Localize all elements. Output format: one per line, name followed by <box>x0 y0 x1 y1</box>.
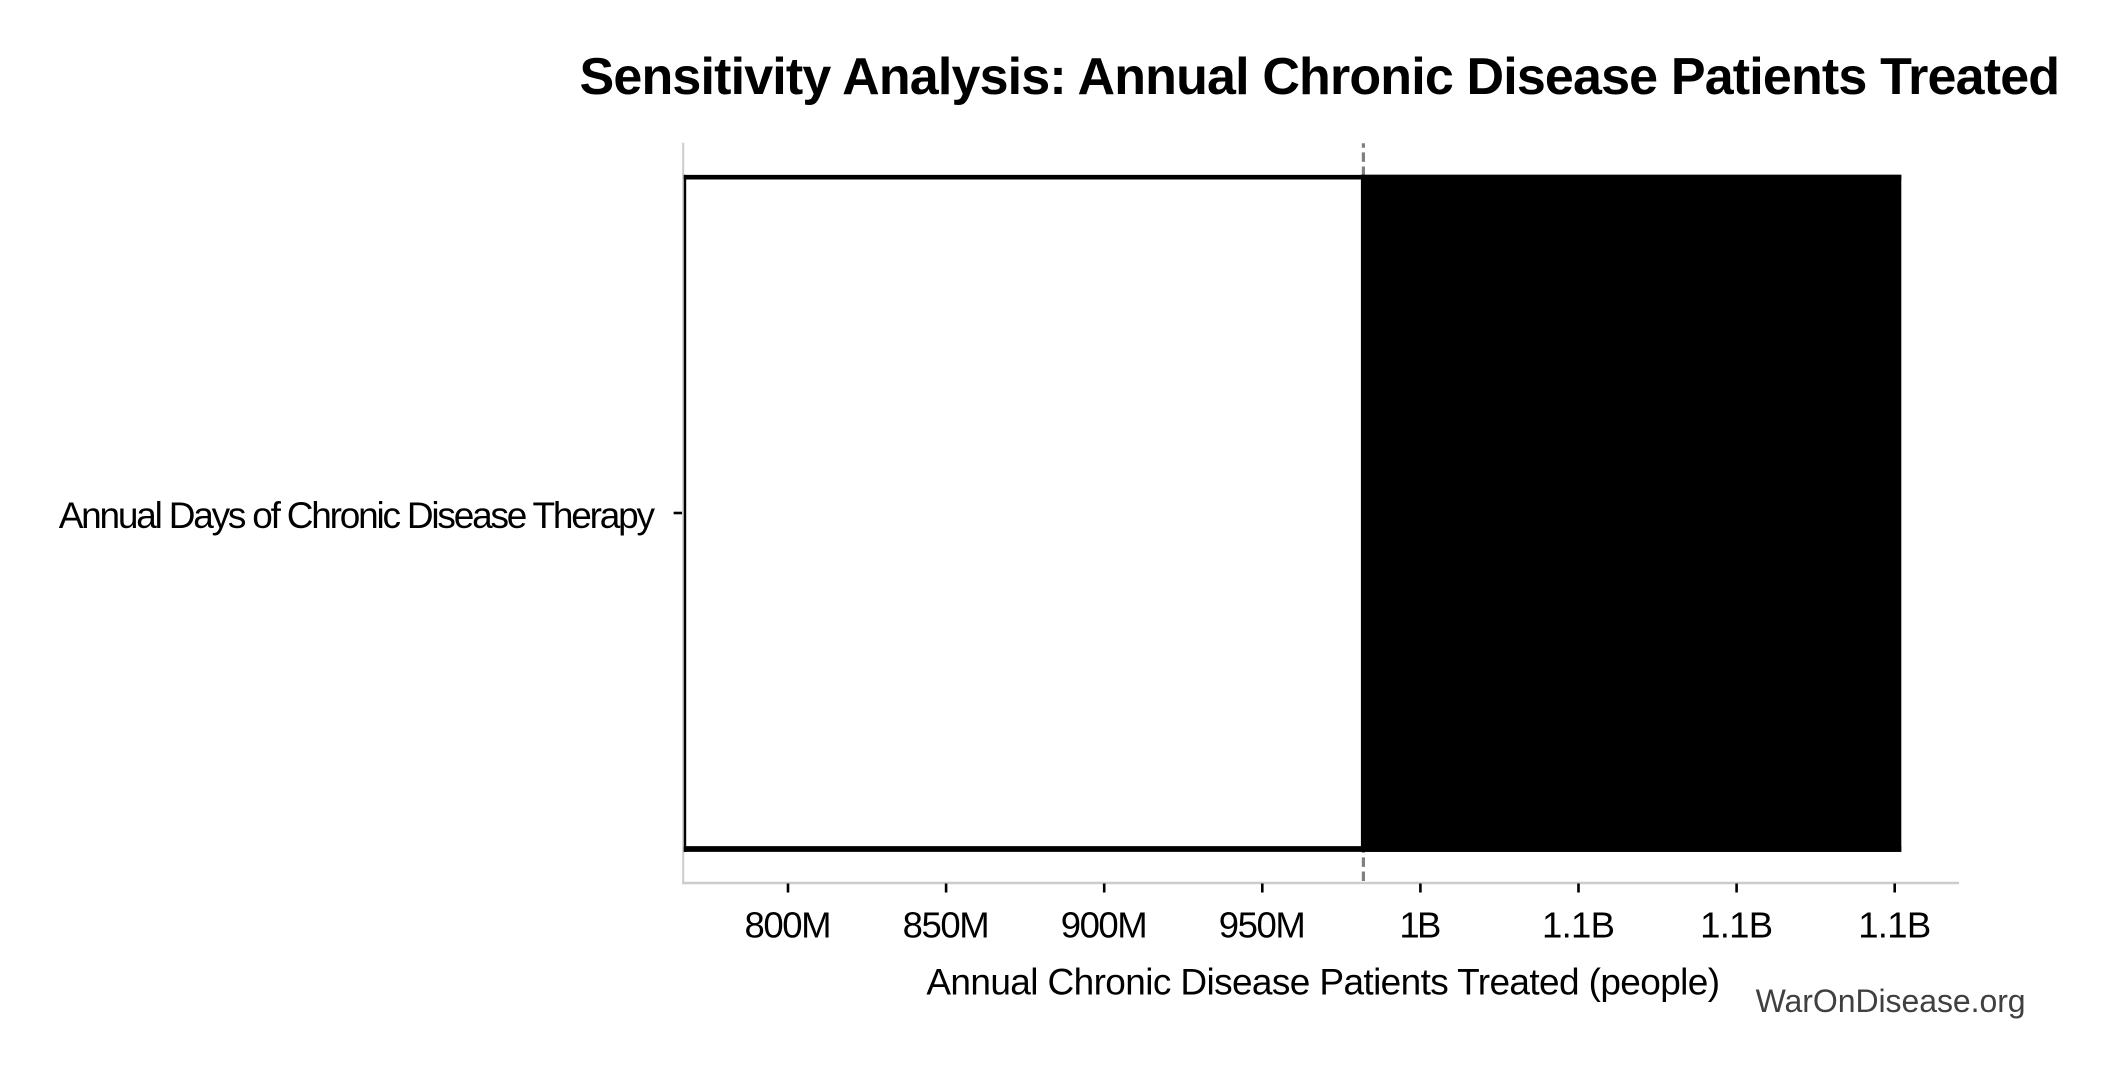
svg-text:850M: 850M <box>903 905 990 946</box>
svg-text:1B: 1B <box>1399 905 1441 946</box>
svg-text:900M: 900M <box>1061 905 1148 946</box>
svg-text:Annual Chronic Disease Patient: Annual Chronic Disease Patients Treated … <box>926 961 1720 1002</box>
svg-text:800M: 800M <box>745 905 832 946</box>
svg-text:Sensitivity Analysis: Annual C: Sensitivity Analysis: Annual Chronic Dis… <box>580 48 2061 106</box>
svg-text:950M: 950M <box>1219 905 1306 946</box>
svg-text:1.1B: 1.1B <box>1542 905 1615 946</box>
svg-text:1.1B: 1.1B <box>1700 905 1773 946</box>
svg-text:Annual Days of Chronic Disease: Annual Days of Chronic Disease Therapy <box>59 495 656 536</box>
svg-text:1.1B: 1.1B <box>1858 905 1931 946</box>
svg-text:WarOnDisease.org: WarOnDisease.org <box>1756 983 2026 1019</box>
